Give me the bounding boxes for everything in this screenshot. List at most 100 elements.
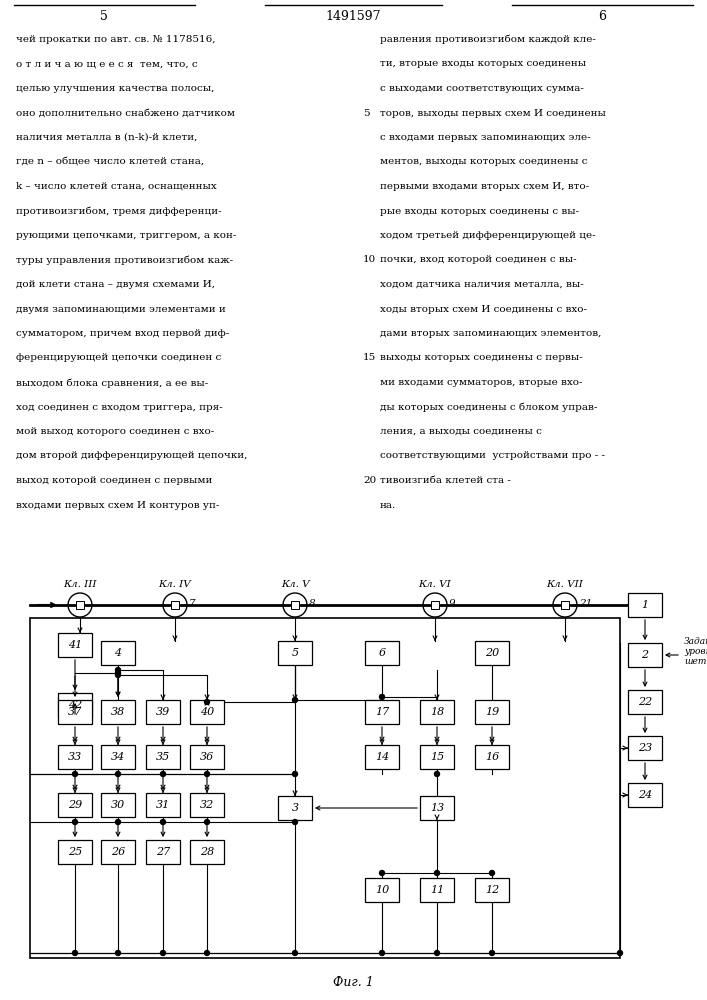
- FancyBboxPatch shape: [171, 601, 179, 609]
- Text: ления, а выходы соединены с: ления, а выходы соединены с: [380, 427, 542, 436]
- Text: туры управления противоизгибом каж-: туры управления противоизгибом каж-: [16, 255, 233, 265]
- Text: мой выход которого соединен с вхо-: мой выход которого соединен с вхо-: [16, 427, 214, 436]
- FancyBboxPatch shape: [628, 593, 662, 617]
- FancyBboxPatch shape: [420, 796, 454, 820]
- Circle shape: [204, 772, 209, 776]
- Circle shape: [435, 870, 440, 876]
- Text: 10: 10: [363, 255, 376, 264]
- Circle shape: [115, 820, 120, 824]
- Text: 38: 38: [111, 707, 125, 717]
- Circle shape: [204, 950, 209, 956]
- Text: ходом датчика наличия металла, вы-: ходом датчика наличия металла, вы-: [380, 280, 584, 289]
- Text: 17: 17: [375, 707, 389, 717]
- Text: ходом третьей дифференцирующей це-: ходом третьей дифференцирующей це-: [380, 231, 595, 240]
- Text: 29: 29: [68, 800, 82, 810]
- Text: 15: 15: [430, 752, 444, 762]
- Circle shape: [115, 772, 120, 776]
- FancyBboxPatch shape: [190, 793, 224, 817]
- Text: 21: 21: [579, 598, 592, 608]
- Circle shape: [435, 772, 440, 776]
- FancyBboxPatch shape: [58, 840, 92, 864]
- Text: 37: 37: [68, 707, 82, 717]
- Circle shape: [160, 772, 165, 776]
- Circle shape: [73, 820, 78, 824]
- FancyBboxPatch shape: [58, 700, 92, 724]
- FancyBboxPatch shape: [420, 700, 454, 724]
- Text: 14: 14: [375, 752, 389, 762]
- Text: 5: 5: [363, 108, 370, 117]
- FancyBboxPatch shape: [475, 878, 509, 902]
- FancyBboxPatch shape: [628, 643, 662, 667]
- Text: входами первых схем И контуров уп-: входами первых схем И контуров уп-: [16, 500, 219, 510]
- Circle shape: [293, 820, 298, 824]
- FancyBboxPatch shape: [146, 840, 180, 864]
- Text: 1: 1: [641, 600, 648, 610]
- Text: с выходами соответствующих сумма-: с выходами соответствующих сумма-: [380, 84, 584, 93]
- Text: 32: 32: [200, 800, 214, 810]
- Circle shape: [73, 950, 78, 956]
- FancyBboxPatch shape: [365, 745, 399, 769]
- Circle shape: [204, 700, 209, 705]
- Text: соответствующими  устройствами про - -: соответствующими устройствами про - -: [380, 452, 605, 460]
- Text: 22: 22: [638, 697, 652, 707]
- Text: ды которых соединены с блоком управ-: ды которых соединены с блоком управ-: [380, 402, 597, 412]
- Circle shape: [115, 673, 120, 678]
- Circle shape: [489, 870, 494, 876]
- Text: чей прокатки по авт. св. № 1178516,: чей прокатки по авт. св. № 1178516,: [16, 35, 216, 44]
- Text: ференцирующей цепочки соединен с: ференцирующей цепочки соединен с: [16, 354, 221, 362]
- Text: 5: 5: [100, 10, 108, 23]
- Text: 31: 31: [156, 800, 170, 810]
- Circle shape: [204, 820, 209, 824]
- FancyBboxPatch shape: [475, 700, 509, 724]
- Text: 7: 7: [189, 598, 196, 608]
- Text: 6: 6: [378, 648, 385, 658]
- Circle shape: [73, 772, 78, 776]
- FancyBboxPatch shape: [58, 745, 92, 769]
- Text: выходы которых соединены с первы-: выходы которых соединены с первы-: [380, 354, 583, 362]
- Text: 28: 28: [200, 847, 214, 857]
- Text: 3: 3: [291, 803, 298, 813]
- Text: дами вторых запоминающих элементов,: дами вторых запоминающих элементов,: [380, 329, 602, 338]
- FancyBboxPatch shape: [365, 700, 399, 724]
- FancyBboxPatch shape: [475, 745, 509, 769]
- Text: 20: 20: [363, 476, 376, 485]
- Text: ходы вторых схем И соединены с вхо-: ходы вторых схем И соединены с вхо-: [380, 304, 587, 314]
- Text: 18: 18: [430, 707, 444, 717]
- Text: 1491597: 1491597: [325, 10, 381, 23]
- Text: противоизгибом, тремя дифференци-: противоизгибом, тремя дифференци-: [16, 207, 221, 216]
- Text: оно дополнительно снабжено датчиком: оно дополнительно снабжено датчиком: [16, 108, 235, 117]
- Text: 20: 20: [485, 648, 499, 658]
- Text: о т л и ч а ю щ е е с я  тем, что, с: о т л и ч а ю щ е е с я тем, что, с: [16, 60, 198, 68]
- FancyBboxPatch shape: [431, 601, 439, 609]
- FancyBboxPatch shape: [475, 641, 509, 665]
- Circle shape: [617, 950, 622, 956]
- Text: рые входы которых соединены с вы-: рые входы которых соединены с вы-: [380, 207, 579, 216]
- Text: 27: 27: [156, 847, 170, 857]
- Text: рующими цепочками, триггером, а кон-: рующими цепочками, триггером, а кон-: [16, 231, 236, 240]
- Text: Задание: Задание: [684, 638, 707, 647]
- Text: тивоизгиба клетей ста -: тивоизгиба клетей ста -: [380, 476, 511, 485]
- FancyBboxPatch shape: [420, 878, 454, 902]
- Text: Кл. VI: Кл. VI: [419, 580, 451, 589]
- Text: ти, вторые входы которых соединены: ти, вторые входы которых соединены: [380, 60, 586, 68]
- Text: шетности: шетности: [684, 658, 707, 667]
- Circle shape: [115, 668, 120, 673]
- Text: дой клети стана – двумя схемами И,: дой клети стана – двумя схемами И,: [16, 280, 215, 289]
- FancyBboxPatch shape: [76, 601, 84, 609]
- Circle shape: [160, 820, 165, 824]
- FancyBboxPatch shape: [190, 840, 224, 864]
- Text: первыми входами вторых схем И, вто-: первыми входами вторых схем И, вто-: [380, 182, 589, 191]
- FancyBboxPatch shape: [146, 745, 180, 769]
- Text: ход соединен с входом триггера, пря-: ход соединен с входом триггера, пря-: [16, 402, 223, 412]
- Text: 9: 9: [449, 598, 455, 608]
- Text: 23: 23: [638, 743, 652, 753]
- FancyBboxPatch shape: [58, 633, 92, 657]
- FancyBboxPatch shape: [628, 783, 662, 807]
- Circle shape: [293, 772, 298, 776]
- Text: 40: 40: [200, 707, 214, 717]
- FancyBboxPatch shape: [278, 641, 312, 665]
- Text: 19: 19: [485, 707, 499, 717]
- FancyBboxPatch shape: [101, 840, 135, 864]
- Circle shape: [115, 671, 120, 676]
- FancyBboxPatch shape: [190, 745, 224, 769]
